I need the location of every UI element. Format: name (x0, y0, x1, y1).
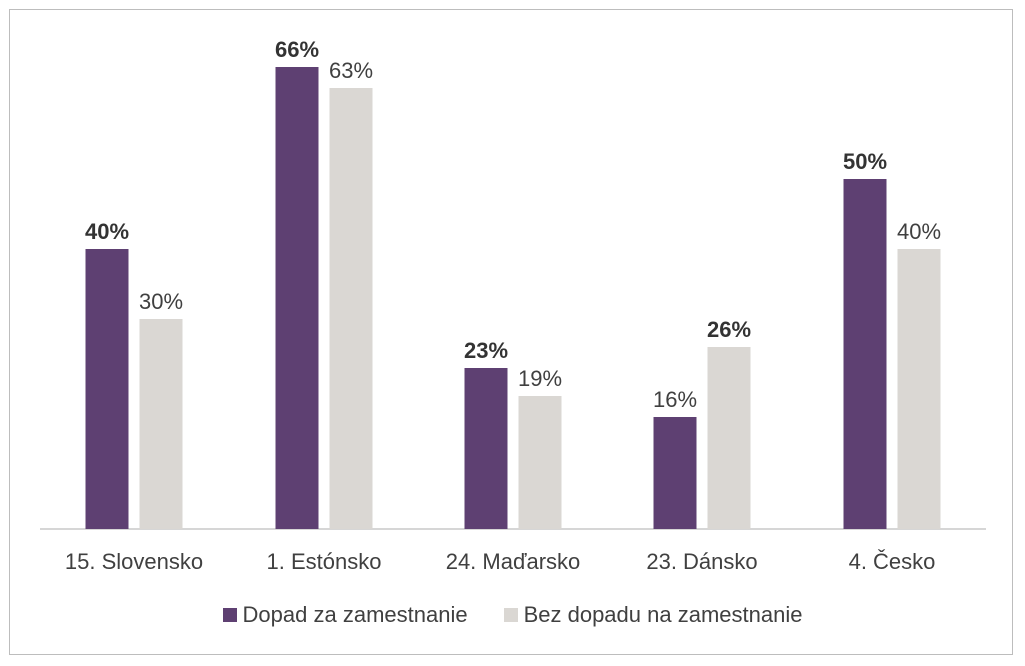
legend-swatch-series-1 (222, 608, 237, 622)
data-label-series-2-5: 40% (897, 219, 941, 244)
x-tick-labels-group: 15. Slovensko 1. Estónsko 24. Maďarsko 23. … (65, 549, 936, 574)
data-label-series-1-1: 40% (85, 219, 129, 244)
x-tick-label-4: 23. Dánsko (646, 549, 757, 574)
x-tick-label-5: 4. Česko (849, 549, 936, 574)
data-label-series-2-2: 63% (329, 58, 373, 83)
x-tick-label-3: 24. Maďarsko (446, 549, 581, 574)
legend-item-series-1: Dopad za zamestnanie (222, 602, 468, 628)
bar-series-2-4 (707, 347, 751, 529)
bars-group (85, 67, 941, 529)
bar-series-2-2 (329, 88, 373, 529)
bar-series-2-1 (139, 319, 183, 529)
x-tick-label-1: 15. Slovensko (65, 549, 203, 574)
legend-swatch-series-2 (503, 608, 518, 622)
legend-label-series-2: Bez dopadu na zamestnanie (523, 602, 803, 627)
x-tick-label-2: 1. Estónsko (267, 549, 382, 574)
bar-series-1-5 (843, 179, 887, 529)
bar-series-1-2 (275, 67, 319, 529)
data-label-series-1-3: 23% (464, 338, 508, 363)
data-label-series-1-5: 50% (843, 149, 887, 174)
legend: Dopad za zamestnanie Bez dopadu na zames… (0, 600, 1025, 630)
bar-series-2-5 (897, 249, 941, 529)
data-label-series-2-4: 26% (707, 317, 751, 342)
data-label-series-2-1: 30% (139, 289, 183, 314)
bar-series-1-1 (85, 249, 129, 529)
data-label-series-1-2: 66% (275, 37, 319, 62)
bar-chart: 40% 66% 23% 16% 50% 30% 63% 19% 26% 40% 15. Slove… (40, 37, 986, 574)
data-label-series-1-4: 16% (653, 387, 697, 412)
bar-series-2-3 (518, 396, 562, 529)
bar-series-1-3 (464, 368, 508, 529)
legend-label-series-1: Dopad za zamestnanie (242, 602, 468, 627)
legend-item-series-2: Bez dopadu na zamestnanie (503, 602, 803, 628)
data-label-series-2-3: 19% (518, 366, 562, 391)
bar-series-1-4 (653, 417, 697, 529)
data-labels-group: 40% 66% 23% 16% 50% 30% 63% 19% 26% 40% (85, 37, 941, 412)
